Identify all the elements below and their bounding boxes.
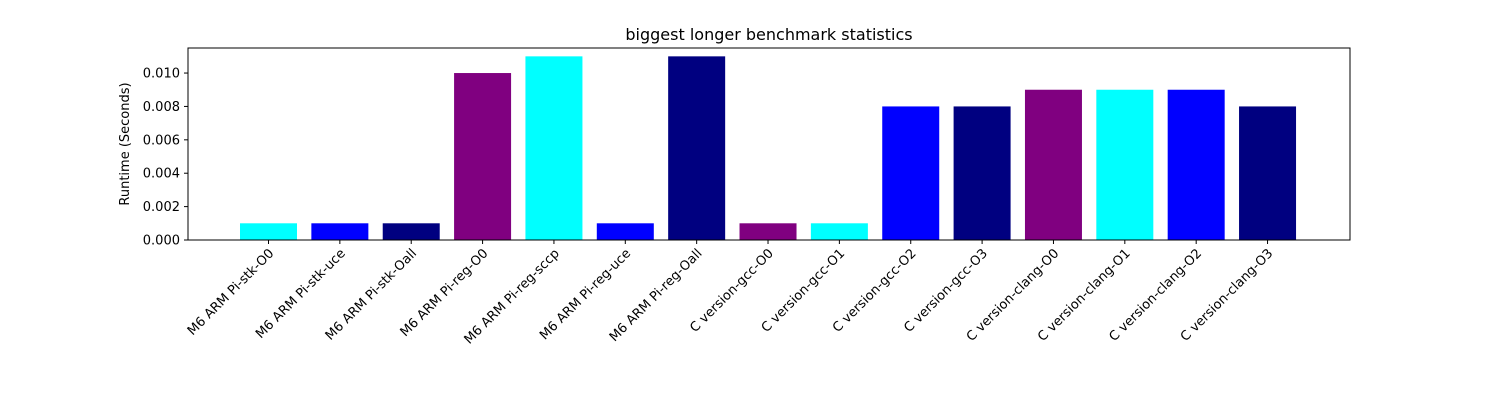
y-tick-label-2: 0.004 — [143, 167, 180, 182]
bar-1 — [311, 223, 369, 240]
bar-8 — [810, 223, 868, 240]
y-tick-label-5: 0.010 — [143, 67, 180, 82]
bar-12 — [1096, 89, 1154, 241]
y-tick-label-0: 0.000 — [143, 234, 180, 249]
bar-5 — [596, 223, 654, 240]
bar-13 — [1167, 89, 1225, 241]
y-tick-label-1: 0.002 — [143, 200, 180, 215]
y-axis-label: Runtime (Seconds) — [118, 82, 133, 205]
bar-3 — [454, 73, 512, 240]
bar-11 — [1024, 89, 1082, 241]
bar-4 — [525, 56, 583, 240]
y-tick-label-3: 0.006 — [143, 133, 180, 148]
chart-title: biggest longer benchmark statistics — [625, 25, 912, 44]
bar-9 — [882, 106, 940, 241]
y-axis: 0.000 0.002 0.004 0.006 0.008 0.010 — [143, 67, 188, 249]
bar-7 — [739, 223, 797, 240]
bars-group — [240, 56, 1297, 241]
bar-14 — [1239, 106, 1297, 241]
y-tick-label-4: 0.008 — [143, 100, 180, 115]
bar-2 — [382, 223, 440, 240]
plot-frame — [187, 47, 1351, 241]
bar-0 — [240, 223, 297, 240]
bar-6 — [668, 56, 726, 240]
bar-10 — [953, 106, 1011, 241]
